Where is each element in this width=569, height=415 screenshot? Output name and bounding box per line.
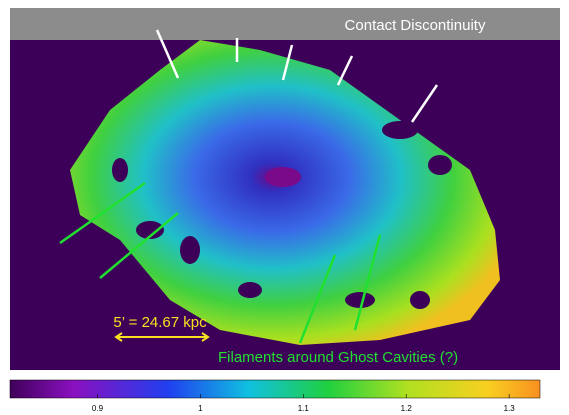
filaments-label: Filaments around Ghost Cavities (?): [218, 349, 458, 366]
colorbar-tick-label: 1.2: [401, 404, 413, 413]
colorbar: [10, 380, 540, 398]
colorbar-tick-label: 1.1: [298, 404, 310, 413]
figure: Contact Discontinuity Filaments around G…: [0, 0, 569, 415]
cluster-core: [265, 167, 301, 187]
scale-label: 5’ = 24.67 kpc: [113, 314, 207, 331]
colorbar-tick-label: 1: [198, 404, 203, 413]
contact-label: Contact Discontinuity: [345, 17, 486, 34]
colorbar-scale: [10, 380, 540, 398]
colorbar-tick-label: 1.3: [504, 404, 516, 413]
colorbar-tick-label: 0.9: [92, 404, 104, 413]
